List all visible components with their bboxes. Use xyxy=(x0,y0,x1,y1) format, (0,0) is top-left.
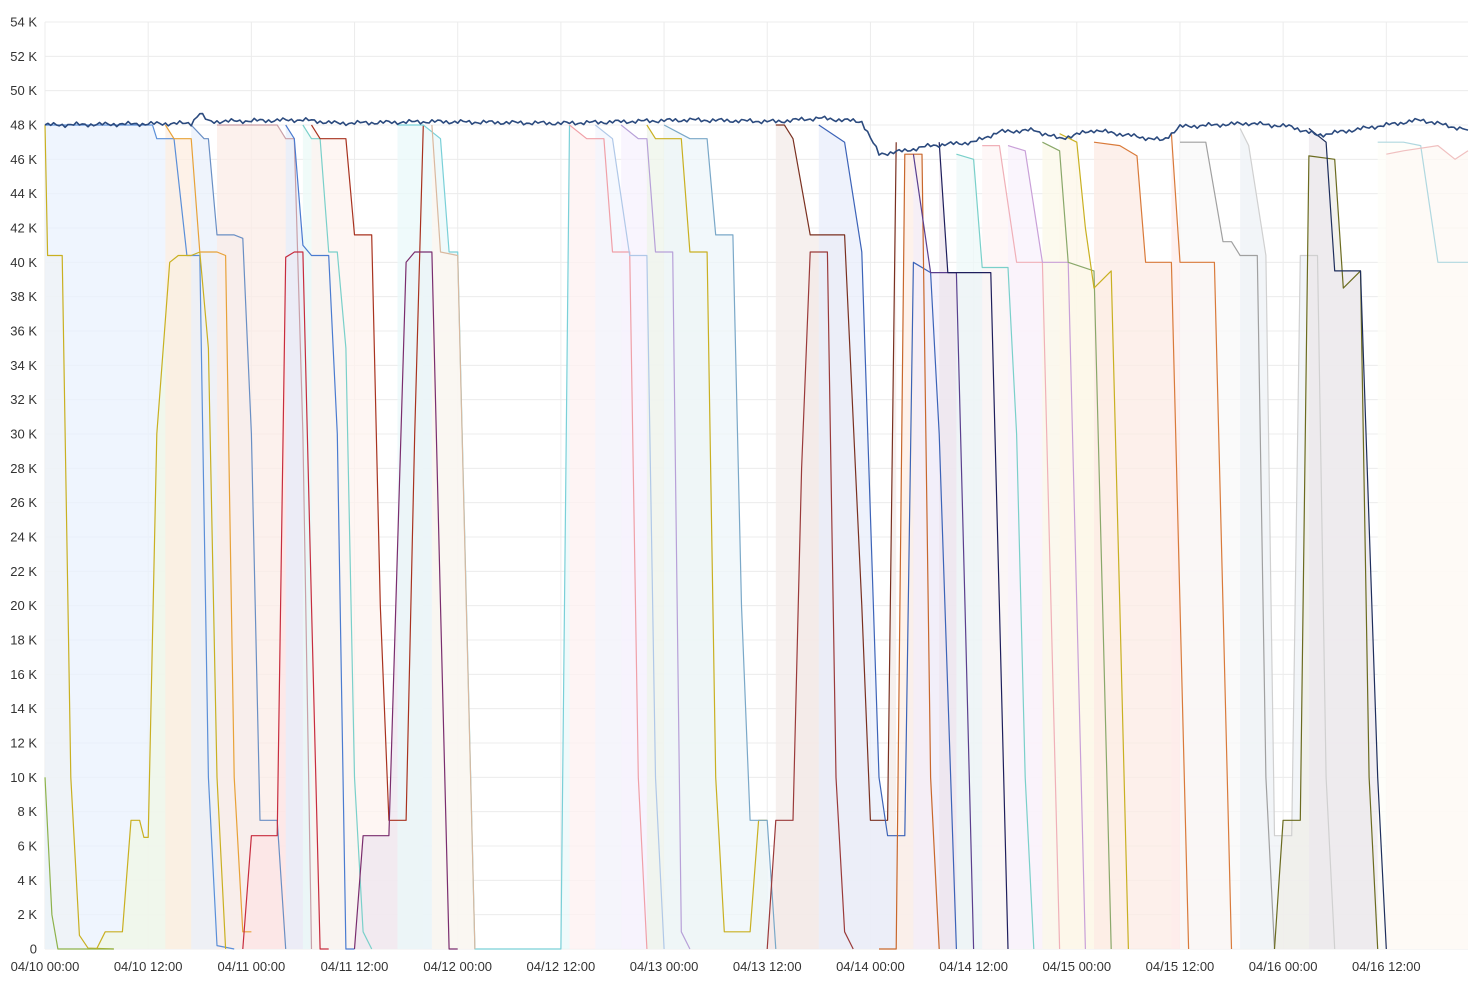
series-lines xyxy=(44,124,1469,950)
x-tick-label: 04/12 00:00 xyxy=(423,959,492,974)
total-line xyxy=(44,112,1469,157)
series-line-28 xyxy=(1042,141,1112,950)
y-tick-label: 16 K xyxy=(10,667,37,682)
series-line-31 xyxy=(1170,133,1233,950)
y-tick-label: 30 K xyxy=(10,427,37,442)
series-line-17 xyxy=(646,124,768,933)
series-line-7 xyxy=(242,251,329,950)
series-line-26 xyxy=(982,145,1061,950)
series-line-30 xyxy=(1093,141,1190,950)
series-line-20 xyxy=(775,124,897,821)
series-line-21 xyxy=(818,124,957,950)
series-line-15 xyxy=(594,124,665,950)
x-tick-label: 04/13 12:00 xyxy=(733,959,802,974)
x-tick-label: 04/16 12:00 xyxy=(1352,959,1421,974)
x-tick-label: 04/12 12:00 xyxy=(527,959,596,974)
x-axis: 04/10 00:00 04/10 12:00 04/11 00:00 04/11 1… xyxy=(11,959,1421,974)
y-tick-label: 48 K xyxy=(10,118,37,133)
y-tick-label: 32 K xyxy=(10,392,37,407)
y-tick-label: 42 K xyxy=(10,221,37,236)
y-tick-label: 24 K xyxy=(10,530,37,545)
y-tick-label: 38 K xyxy=(10,289,37,304)
y-tick-label: 20 K xyxy=(10,598,37,613)
series-line-36 xyxy=(1377,141,1468,263)
series-area-30 xyxy=(1094,142,1189,949)
series-line-5 xyxy=(190,124,287,950)
y-axis: 0 2 K 4 K 6 K 8 K 10 K 12 K 14 K 16 K 18 K 20 K 22 … xyxy=(10,15,37,957)
series-line-16 xyxy=(620,124,691,950)
series-line-12 xyxy=(397,124,571,950)
series-line-37 xyxy=(1386,145,1469,160)
x-tick-label: 04/15 00:00 xyxy=(1042,959,1111,974)
y-tick-label: 2 K xyxy=(17,907,37,922)
y-tick-label: 50 K xyxy=(10,83,37,98)
series-area-18 xyxy=(664,125,776,949)
series-area-13 xyxy=(431,125,475,949)
series-line-14 xyxy=(569,124,648,950)
x-tick-label: 04/15 12:00 xyxy=(1146,959,1215,974)
y-tick-label: 40 K xyxy=(10,255,37,270)
x-tick-label: 04/14 00:00 xyxy=(836,959,905,974)
y-tick-label: 12 K xyxy=(10,736,37,751)
y-tick-label: 8 K xyxy=(17,804,37,819)
x-tick-label: 04/10 12:00 xyxy=(114,959,183,974)
series-line-35 xyxy=(1308,127,1387,950)
series-line-18 xyxy=(663,124,777,950)
y-tick-label: 46 K xyxy=(10,152,37,167)
series-line-24 xyxy=(938,142,1009,950)
y-tick-label: 52 K xyxy=(10,49,37,64)
y-tick-label: 22 K xyxy=(10,564,37,579)
series-line-13 xyxy=(431,124,476,950)
x-tick-label: 04/10 00:00 xyxy=(11,959,80,974)
y-tick-label: 54 K xyxy=(10,15,37,30)
y-tick-label: 10 K xyxy=(10,770,37,785)
series-line-33 xyxy=(1239,128,1336,950)
series-line-1 xyxy=(44,777,114,950)
series-line-32 xyxy=(1180,141,1276,950)
y-tick-label: 26 K xyxy=(10,495,37,510)
series-line-29 xyxy=(1059,133,1129,950)
x-tick-label: 04/13 00:00 xyxy=(630,959,699,974)
series-area-35 xyxy=(1308,128,1387,949)
series-line-22 xyxy=(879,153,940,950)
y-tick-label: 18 K xyxy=(10,633,37,648)
series-area-37 xyxy=(1386,145,1468,950)
series-areas xyxy=(45,125,1468,950)
x-tick-label: 04/11 00:00 xyxy=(217,959,285,974)
series-line-27 xyxy=(1007,145,1086,950)
y-tick-label: 4 K xyxy=(17,873,37,888)
y-tick-label: 28 K xyxy=(10,461,37,476)
series-line-25 xyxy=(956,153,1035,950)
series-line-4 xyxy=(164,124,252,933)
series-area-10 xyxy=(311,125,424,949)
y-tick-label: 0 xyxy=(30,942,37,957)
series-line-11 xyxy=(353,251,458,950)
x-tick-label: 04/16 00:00 xyxy=(1249,959,1318,974)
series-line-19 xyxy=(766,251,854,950)
x-tick-label: 04/14 12:00 xyxy=(939,959,1008,974)
y-tick-label: 14 K xyxy=(10,701,37,716)
series-line-0 xyxy=(44,124,114,950)
y-tick-label: 44 K xyxy=(10,186,37,201)
series-line-3 xyxy=(96,251,227,950)
y-tick-label: 36 K xyxy=(10,324,37,339)
series-line-6 xyxy=(217,124,313,950)
x-tick-label: 04/11 12:00 xyxy=(321,959,389,974)
y-tick-label: 34 K xyxy=(10,358,37,373)
total-series-line xyxy=(44,112,1469,157)
series-line-10 xyxy=(310,124,424,821)
series-line-34 xyxy=(1273,155,1379,950)
y-tick-label: 6 K xyxy=(17,839,37,854)
series-line-8 xyxy=(285,124,355,950)
